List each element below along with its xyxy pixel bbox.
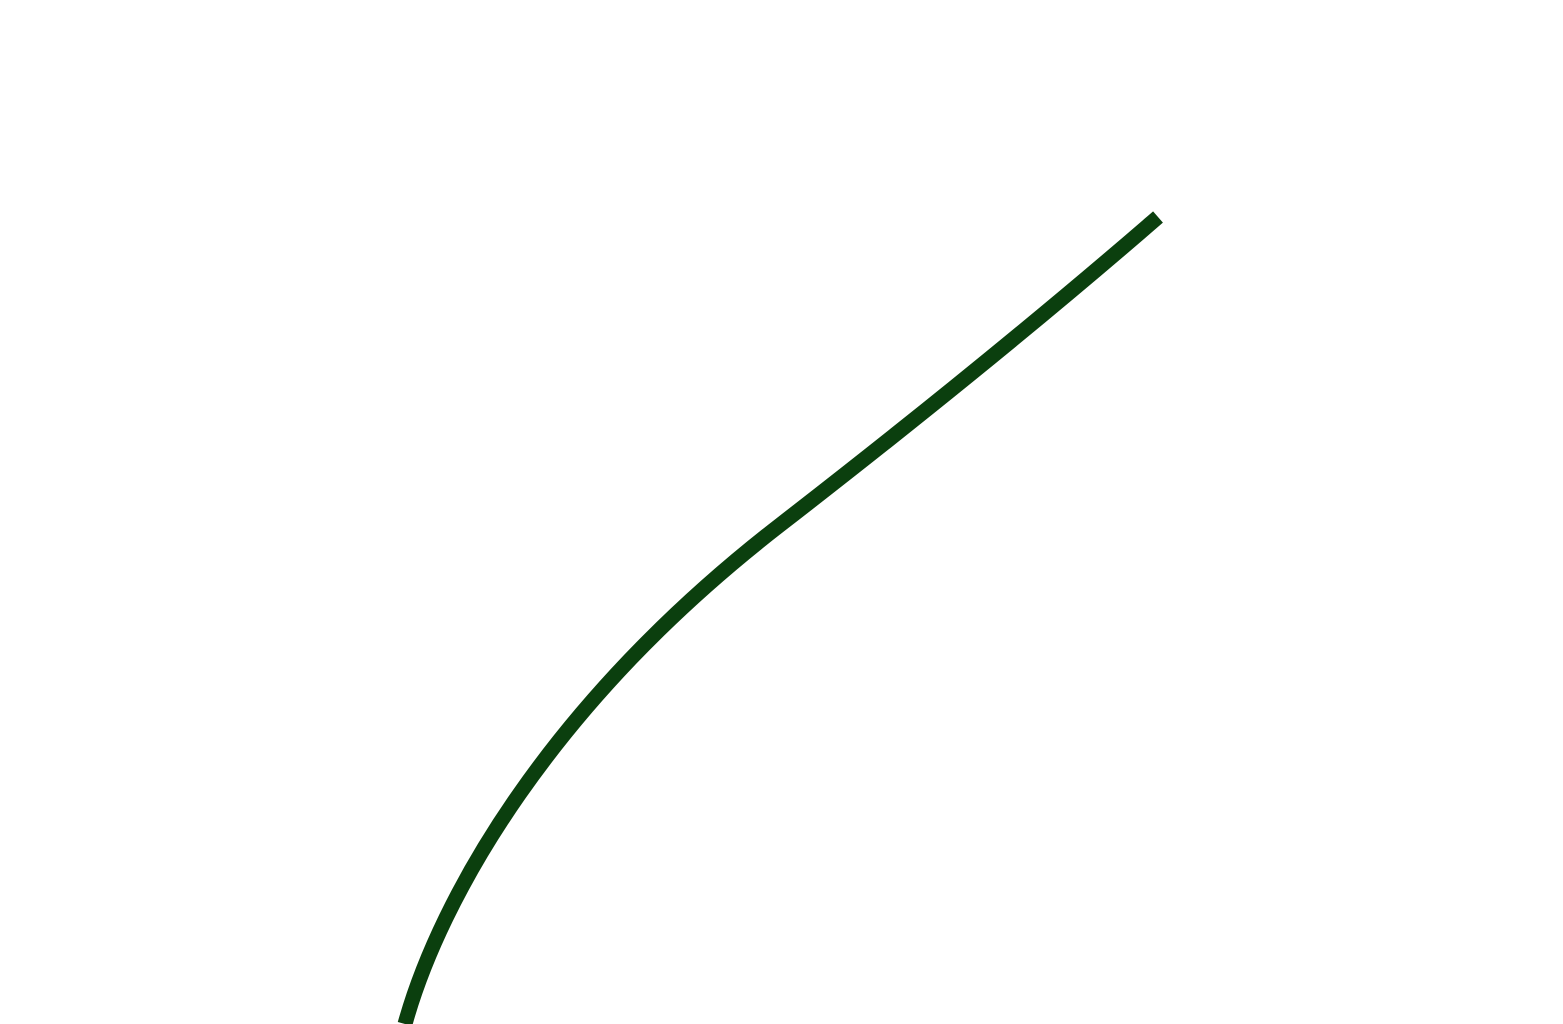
green-curve-stroke xyxy=(397,211,1163,1024)
